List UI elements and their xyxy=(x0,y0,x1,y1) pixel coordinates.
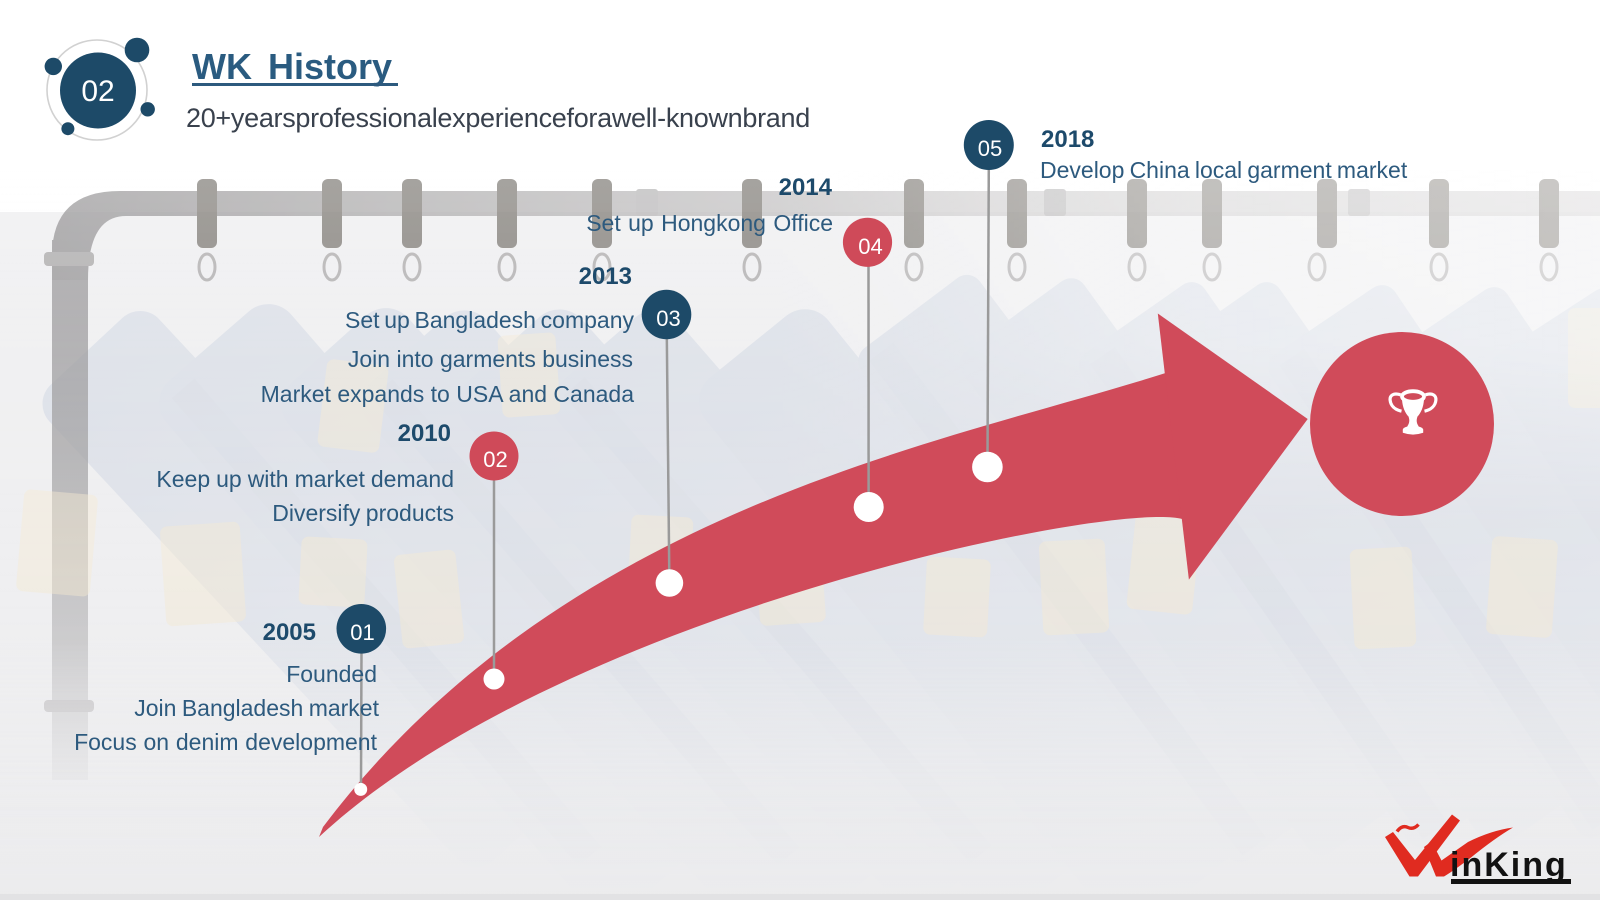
svg-text:02: 02 xyxy=(81,75,114,108)
svg-text:inKing: inKing xyxy=(1450,846,1568,884)
